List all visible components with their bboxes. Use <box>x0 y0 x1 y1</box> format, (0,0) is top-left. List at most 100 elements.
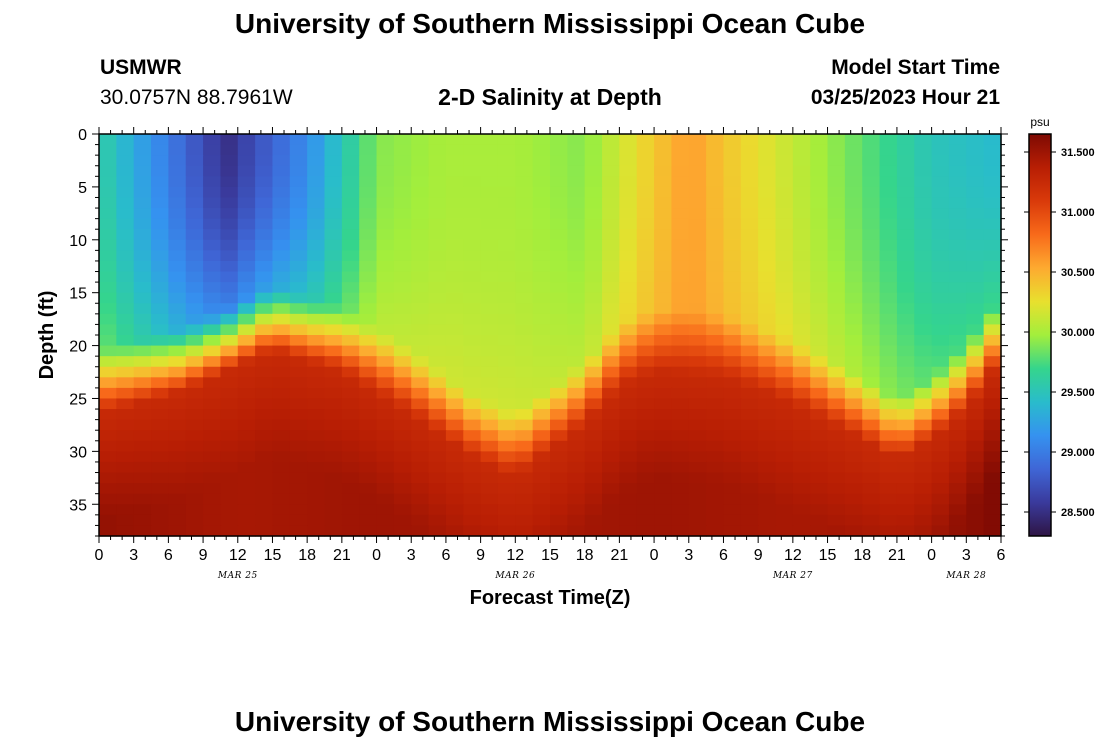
heatmap-cell <box>896 514 915 527</box>
heatmap-cell <box>567 387 586 400</box>
heatmap-cell <box>948 335 967 347</box>
heatmap-cell <box>723 430 742 442</box>
heatmap-cell <box>133 419 152 431</box>
x-axis: 0 3 6 9 12 15 18 21 0 3 6 9 12 15 18 21 0 3 6 9 12 15 18 21 0 3 6M… <box>95 127 1006 581</box>
heatmap-cell <box>428 229 447 241</box>
heatmap-cell <box>654 430 673 442</box>
heatmap-cell <box>393 483 412 495</box>
heatmap-cell <box>428 451 447 463</box>
heatmap-cell <box>550 176 568 188</box>
heatmap-cell <box>497 282 516 294</box>
heatmap-cell <box>480 345 499 357</box>
heatmap-cell <box>445 451 464 463</box>
heatmap-cell <box>133 239 152 251</box>
heatmap-cell <box>307 398 326 410</box>
heatmap-cell <box>515 250 534 262</box>
heatmap-cell <box>324 525 343 537</box>
heatmap-cell <box>272 144 291 156</box>
heatmap-cell <box>116 356 135 368</box>
heatmap-cell <box>654 377 673 389</box>
heatmap-cell <box>844 451 863 463</box>
heatmap-cell <box>289 197 308 209</box>
heatmap-cell <box>654 461 673 474</box>
heatmap-cell <box>99 430 117 442</box>
heatmap-cell <box>359 155 378 167</box>
heatmap-cell <box>550 430 568 442</box>
heatmap-cell <box>480 430 499 442</box>
heatmap-cell <box>775 356 794 368</box>
heatmap-cell <box>133 525 152 537</box>
heatmap-cell <box>185 186 204 199</box>
heatmap-cell <box>619 504 638 516</box>
heatmap-cell <box>289 451 308 463</box>
heatmap-cell <box>463 525 482 537</box>
heatmap-cell <box>376 208 395 220</box>
heatmap-cell <box>602 483 620 495</box>
heatmap-cell <box>116 271 135 283</box>
heatmap-cell <box>550 504 568 516</box>
heatmap-cell <box>671 303 690 315</box>
heatmap-cell <box>636 483 655 495</box>
heatmap-cell <box>619 451 638 463</box>
heatmap-cell <box>203 377 222 389</box>
heatmap-cell <box>688 271 707 283</box>
heatmap-cell <box>185 324 204 336</box>
heatmap-cell <box>914 176 933 188</box>
heatmap-cell <box>272 504 291 516</box>
heatmap-cell <box>966 514 985 527</box>
heatmap-cell <box>879 366 898 378</box>
heatmap-cell <box>931 239 950 251</box>
heatmap-cell <box>185 239 204 251</box>
heatmap-cell <box>723 144 742 156</box>
heatmap-cell <box>307 514 326 527</box>
heatmap-cell <box>359 250 378 262</box>
heatmap-cell <box>706 324 725 336</box>
heatmap-cell <box>463 483 482 495</box>
heatmap-cell <box>324 165 343 177</box>
heatmap-cell <box>151 366 169 378</box>
heatmap-cell <box>636 313 655 326</box>
heatmap-cell <box>983 356 1002 368</box>
heatmap-cell <box>862 356 881 368</box>
heatmap-cell <box>862 186 881 199</box>
heatmap-cell <box>844 197 863 209</box>
heatmap-cell <box>706 525 725 537</box>
heatmap-cell <box>671 292 690 304</box>
heatmap-cell <box>463 250 482 262</box>
heatmap-cell <box>567 451 586 463</box>
heatmap-cell <box>966 472 985 484</box>
heatmap-cell <box>133 461 152 474</box>
heatmap-cell <box>480 525 499 537</box>
heatmap-cell <box>914 335 933 347</box>
heatmap-cell <box>185 525 204 537</box>
heatmap-cell <box>515 218 534 230</box>
y-tick-label: 15 <box>69 286 87 303</box>
heatmap-cell <box>255 366 274 378</box>
heatmap-cell <box>966 239 985 251</box>
heatmap-cell <box>810 324 829 336</box>
heatmap-cell <box>844 430 863 442</box>
heatmap-cell <box>341 398 360 410</box>
heatmap-cell <box>393 155 412 167</box>
heatmap-cell <box>879 155 898 167</box>
heatmap-cell <box>584 356 603 368</box>
heatmap-cell <box>185 282 204 294</box>
heatmap-cell <box>948 398 967 410</box>
heatmap-cell <box>376 514 395 527</box>
heatmap-cell <box>844 335 863 347</box>
heatmap-cell <box>844 186 863 199</box>
heatmap-cell <box>428 525 447 537</box>
heatmap-cell <box>654 525 673 537</box>
heatmap-cell <box>532 451 551 463</box>
heatmap-cell <box>480 144 499 156</box>
heatmap-cell <box>983 430 1002 442</box>
heatmap-cell <box>445 134 464 146</box>
heatmap-cell <box>896 218 915 230</box>
heatmap-cell <box>185 144 204 156</box>
heatmap-cell <box>810 451 829 463</box>
heatmap-cell <box>567 155 586 167</box>
heatmap-cell <box>879 282 898 294</box>
heatmap-cell <box>862 208 881 220</box>
heatmap-cell <box>133 377 152 389</box>
heatmap-cell <box>619 398 638 410</box>
